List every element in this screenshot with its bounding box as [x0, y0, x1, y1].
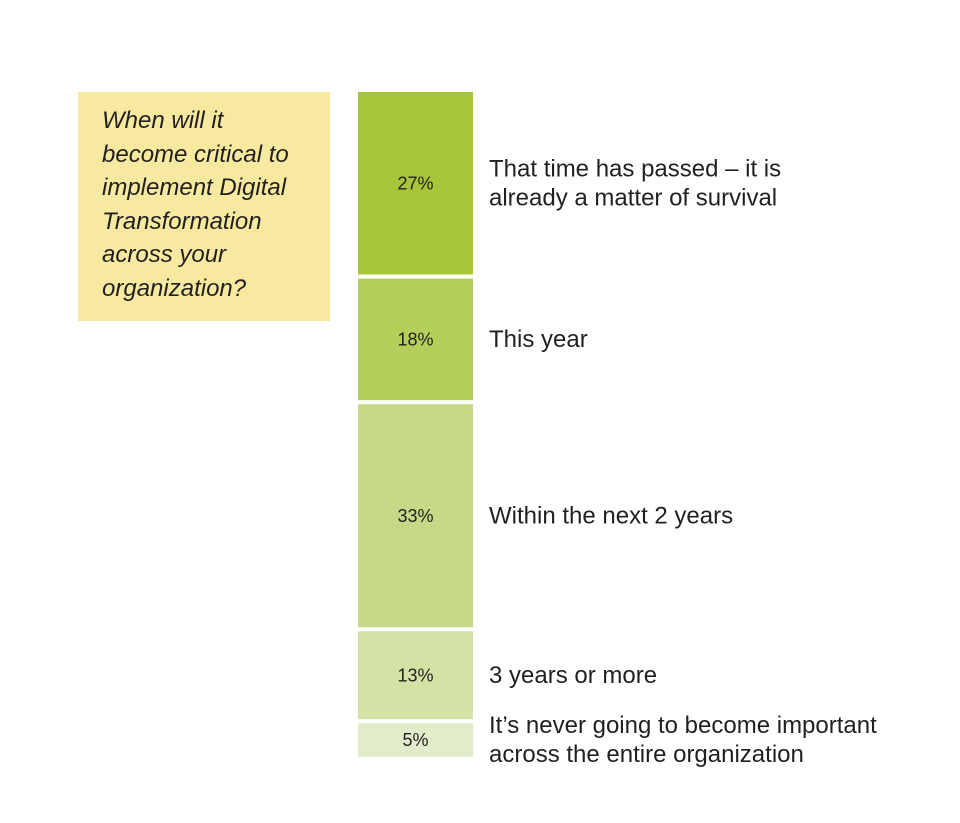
question-line: Transformation — [102, 207, 262, 235]
segment-value-label: 27% — [397, 173, 433, 193]
bar-segment — [358, 631, 473, 720]
category-label: This year — [489, 326, 588, 353]
bar-segment — [358, 92, 473, 275]
segment-value-label: 18% — [397, 329, 433, 349]
category-label-line: Within the next 2 years — [489, 502, 733, 529]
category-label: 3 years or more — [489, 662, 657, 689]
category-label-line: 3 years or more — [489, 662, 657, 689]
question-line: When will it — [102, 107, 224, 134]
category-label: It’s never going to become important acro… — [489, 712, 877, 768]
question-line: implement Digital — [102, 174, 287, 202]
question-box: When will it become critical to implemen… — [78, 92, 330, 321]
segment-value-label: 13% — [397, 665, 433, 685]
question-line: organization? — [102, 274, 247, 302]
segment-value-label: 5% — [402, 730, 428, 750]
category-label: Within the next 2 years — [489, 502, 733, 529]
category-label-line: across the entire organization — [489, 741, 804, 768]
category-label: That time has passed – it is already a ma… — [489, 155, 781, 211]
segment-value-label: 33% — [397, 506, 433, 526]
category-label-line: This year — [489, 326, 588, 353]
question-line: across your — [102, 241, 227, 269]
category-label-line: already a matter of survival — [489, 184, 777, 211]
category-label-line: That time has passed – it is — [489, 155, 781, 182]
bar-segment — [358, 278, 473, 401]
bar-segment — [358, 404, 473, 628]
bar-segment — [358, 723, 473, 757]
category-label-line: It’s never going to become important — [489, 712, 877, 739]
question-line: become critical to — [102, 140, 289, 168]
